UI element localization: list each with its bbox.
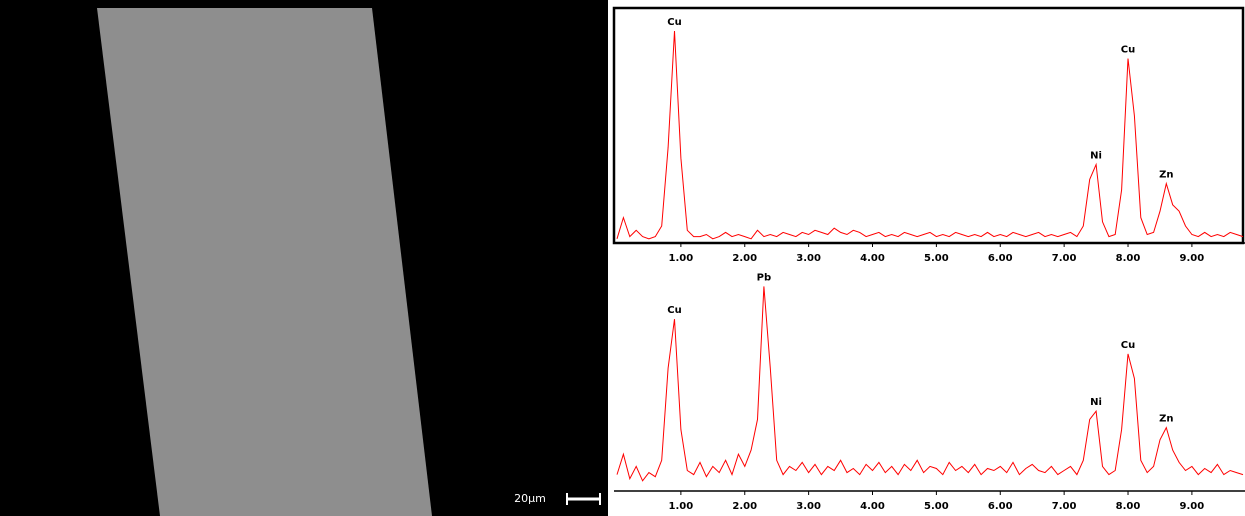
- spectrum-line: [616, 30, 1244, 240]
- x-tick-label: 1.00: [669, 501, 694, 512]
- x-tick-label: 4.00: [860, 253, 885, 264]
- peak-label: Zn: [1159, 414, 1173, 425]
- x-tick-label: 7.00: [1052, 253, 1077, 264]
- sem-band: [97, 8, 432, 516]
- peak-label: Cu: [667, 17, 681, 28]
- x-tick-label: 8.00: [1116, 253, 1141, 264]
- spectrum-line: [616, 286, 1244, 482]
- x-tick-label: 2.00: [732, 501, 757, 512]
- x-tick-label: 8.00: [1116, 501, 1141, 512]
- x-tick-label: 2.00: [732, 253, 757, 264]
- x-tick-label: 6.00: [988, 501, 1013, 512]
- peak-label: Ni: [1090, 151, 1102, 162]
- x-tick-label: 3.00: [796, 501, 821, 512]
- peak-label: Cu: [1121, 45, 1135, 56]
- x-tick-label: 5.00: [924, 253, 949, 264]
- x-tick-label: 1.00: [669, 253, 694, 264]
- peak-label: Cu: [1121, 340, 1135, 351]
- x-tick-label: 4.00: [860, 501, 885, 512]
- x-tick-label: 7.00: [1052, 501, 1077, 512]
- scale-label: 20µm: [514, 492, 546, 505]
- x-tick-label: 5.00: [924, 501, 949, 512]
- peak-label: Ni: [1090, 397, 1102, 408]
- x-tick-label: 6.00: [988, 253, 1013, 264]
- chart-frame: [612, 6, 1245, 245]
- peak-label: Pb: [757, 272, 772, 283]
- peak-label: Cu: [667, 305, 681, 316]
- peak-label: Zn: [1159, 170, 1173, 181]
- x-tick-label: 3.00: [796, 253, 821, 264]
- x-tick-label: 9.00: [1180, 501, 1205, 512]
- x-tick-label: 9.00: [1180, 253, 1205, 264]
